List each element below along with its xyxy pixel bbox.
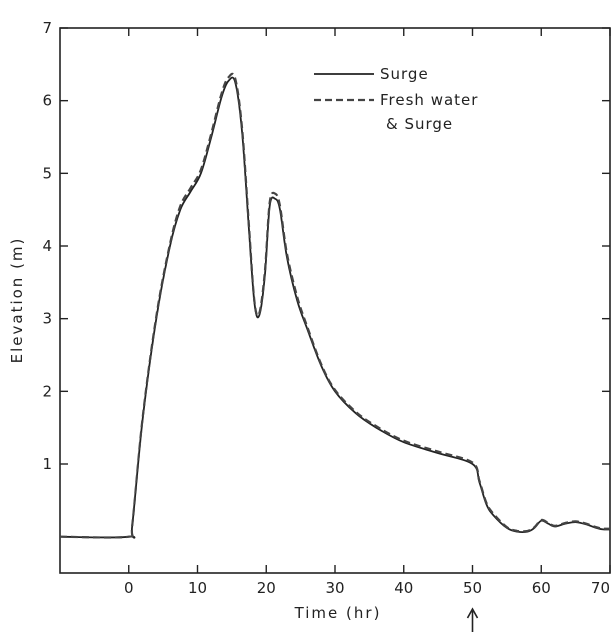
x-tick-label: 10: [188, 579, 207, 597]
y-tick-label: 4: [42, 237, 52, 255]
y-tick-label: 2: [42, 382, 52, 400]
series-line-surge: [59, 76, 611, 539]
x-tick-label: 50: [463, 579, 482, 597]
y-tick-label: 6: [42, 92, 52, 110]
legend: Surge Fresh water & Surge: [314, 65, 478, 133]
x-tick-label: 60: [532, 579, 551, 597]
x-tick-label: 0: [124, 579, 134, 597]
y-tick-label: 5: [42, 164, 52, 182]
x-tick-label: 30: [325, 579, 344, 597]
x-tick-label: 70: [591, 579, 610, 597]
x-tick-label: 40: [394, 579, 413, 597]
y-tick-label: 7: [42, 19, 52, 37]
y-axis-ticks: 1 2 3 4 5 6 7: [42, 19, 610, 473]
x-axis-ticks: 0 10 20 30 40 50 60 70: [124, 28, 611, 597]
legend-label-and-surge: & Surge: [386, 115, 453, 133]
y-tick-label: 3: [42, 310, 52, 328]
y-tick-label: 1: [42, 455, 52, 473]
arrow-annotation: [466, 607, 479, 632]
x-axis-title: Time (hr): [294, 604, 382, 622]
legend-label-surge: Surge: [380, 65, 429, 83]
plot-frame: [59, 27, 611, 574]
y-axis-title: Elevation (m): [8, 237, 26, 364]
legend-label-fresh-water: Fresh water: [380, 91, 478, 109]
x-tick-label: 20: [257, 579, 276, 597]
series-group: [59, 72, 611, 539]
series-line-fresh-water-and-surge: [59, 72, 611, 539]
arrow-head: [466, 607, 479, 619]
